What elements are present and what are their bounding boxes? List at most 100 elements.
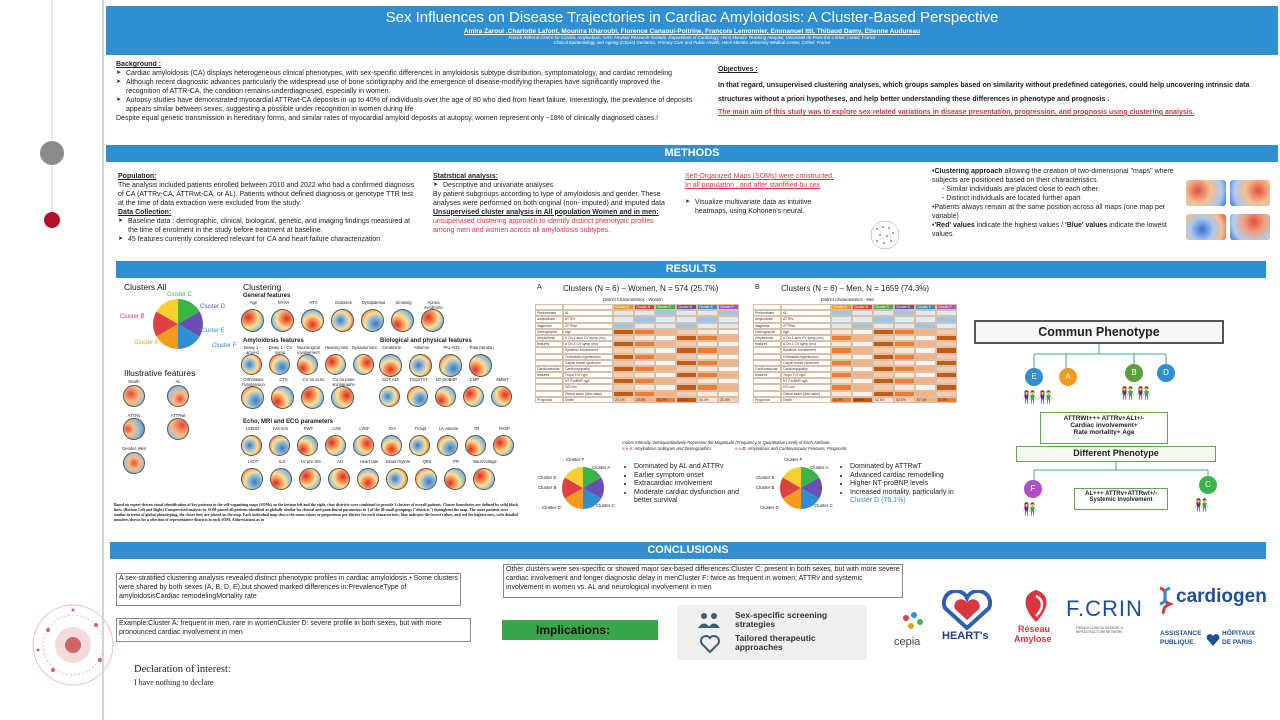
table-value-cell [852, 384, 873, 391]
women-pie-label: Cluster E [538, 475, 557, 480]
som-heatmap [465, 435, 486, 456]
table-row-label: Δ On-1 ams CV symp (mo) [781, 334, 831, 342]
table-row-label: Δ On-1 CV symp (mo) [563, 341, 613, 348]
table-value-cell [676, 341, 697, 348]
table-group-cell: diagnosis [535, 322, 563, 329]
table-group-cell [753, 378, 781, 385]
som-heatmap [331, 386, 354, 409]
som-map-label: Dysautonomia [352, 346, 377, 350]
som-heatmap [299, 468, 321, 490]
table-value-cell [831, 334, 852, 342]
table-cluster-header: Cluster D [894, 304, 915, 311]
table-value-cell [718, 353, 739, 360]
table-value-cell [873, 322, 894, 329]
som-map-item: CV on bone scintigraphy [330, 378, 357, 414]
table-value-cell [873, 310, 894, 317]
som-map-item: LV pre SIS [298, 460, 324, 495]
table-value-cell: 84.0% [697, 396, 718, 403]
table-value-cell [873, 347, 894, 354]
table-value-cell [676, 328, 697, 335]
logo-aphp: ASSISTANCE PUBLIQUE HÔPITAUX DE PARIS [1160, 630, 1268, 652]
table-value-cell [613, 316, 634, 323]
table-value-cell [613, 384, 634, 391]
table-value-cell [655, 353, 676, 360]
table-value-cell [831, 341, 852, 348]
table-cluster-header: Cluster C [873, 304, 894, 311]
table-group-cell [753, 384, 781, 391]
collection-bullet: Baseline data : demographic, clinical, b… [118, 218, 420, 236]
people-icons-common: 👫 👫 [1022, 390, 1053, 404]
background-heading: Background : [116, 61, 162, 68]
table-value-cell [676, 310, 697, 317]
women-panel-letter: A [537, 284, 542, 291]
table-value-cell [634, 372, 655, 379]
logo-hearts: HEART's [936, 590, 998, 650]
table-value-cell [634, 359, 655, 366]
table-group-cell [535, 347, 563, 354]
table-value-cell [873, 390, 894, 397]
som-map-item: Diabetes [330, 301, 357, 337]
som-map-label: Smoking [395, 301, 412, 305]
men-panel-title: Clusters (N = 6) – Men, N = 1659 (74.3%) [781, 284, 930, 293]
table-value-cell [894, 384, 915, 391]
table-value-cell [697, 341, 718, 348]
table-cluster-header: Cluster D [676, 304, 697, 311]
results-band: RESULTS [116, 261, 1266, 278]
som-map-label: GOT ALT [381, 378, 400, 382]
illustrative-label-al: AL [175, 379, 181, 384]
table-group-cell [535, 390, 563, 397]
hearts-mark [941, 590, 993, 630]
table-value-cell [936, 378, 957, 385]
general-features-maps: Age NYHA HTA Diabetes Dyslipidemia Smoking Apn… [240, 301, 520, 337]
illustrative-label-attrwt: ATTRwt [170, 412, 186, 418]
table-value-cell [852, 322, 873, 329]
affiliation-line-1: French Referral Centre for Cardiac Amylo… [508, 35, 876, 40]
table-value-cell [697, 322, 718, 329]
som-map-item: PR [443, 460, 469, 495]
stats-heading: Statistical analysis: [433, 173, 498, 180]
table-value-cell [655, 347, 676, 354]
som-heatmap [297, 435, 318, 456]
women-summary: Cluster F Cluster A Cluster E Cluster B … [538, 455, 752, 517]
som-map-item: Delay 1 - amyl-cl symp. [240, 346, 265, 380]
amyloidosis-features-maps: Delay 1 - amyl-cl symp. Delay 1 - CV symp… [240, 346, 380, 380]
table-group-cell [753, 353, 781, 360]
som-heatmap [379, 386, 400, 407]
illustrative-label-gender: Gender, Men [122, 446, 147, 452]
common-phenotype-label: Commun Phenotype [1038, 325, 1160, 339]
reseau-text: Réseau [1018, 624, 1051, 634]
women-pie-label: Cluster A [592, 465, 611, 470]
table-cluster-header: Cluster F [936, 304, 957, 311]
table-value-cell [915, 334, 936, 342]
table-value-cell [613, 378, 634, 385]
table-value-cell [613, 322, 634, 329]
table-value-cell [655, 322, 676, 329]
clustering-approach-label: Clustering approach [934, 168, 1003, 175]
som-heatmap [331, 309, 354, 332]
som-map-label: AD [337, 460, 343, 464]
table-value-cell [676, 378, 697, 385]
table-value-cell [894, 365, 915, 373]
decorative-flower-graphic [32, 604, 114, 686]
table-group-cell: Predominant [753, 310, 781, 317]
som-map-label: Hearing loss [324, 346, 349, 350]
table-value-cell [852, 390, 873, 397]
implication-therapeutic: Tailored therapeutic approaches [735, 633, 816, 652]
som-map-item: QRS [414, 460, 440, 495]
cepia-mark [903, 612, 923, 629]
som-bullet: Visualize multivariate data as intuitive… [685, 199, 845, 217]
men-summary: Cluster F Cluster A Cluster E Cluster B … [756, 455, 970, 517]
table-row-label: Δ On-1 ams CV symp (mo) [563, 334, 613, 342]
table-row-label: Global strain (Abs value) [563, 390, 613, 397]
table-value-cell [852, 316, 873, 323]
objectives-heading: Objectives : [718, 66, 758, 73]
different-phenotype-features: AL+++ ATTRv+ATTRwt+/- Systemic involveme… [1074, 488, 1168, 510]
som-map-label: ILS [278, 460, 286, 464]
table-value-cell [894, 359, 915, 366]
table-value-cell [655, 365, 676, 373]
conclusion-text-2: Example:Cluster A: frequent in men, rare… [119, 620, 442, 636]
som-map-label: HTA [309, 301, 318, 305]
table-value-cell [936, 334, 957, 342]
ortho-features-maps: Orthostatic hypotension CTS CV on echo CV o… [240, 378, 380, 414]
